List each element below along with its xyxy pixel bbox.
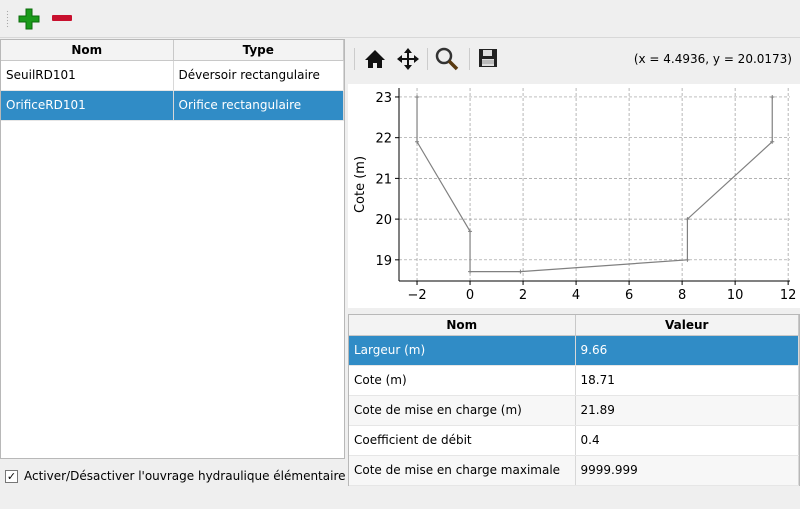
table-row[interactable]: Coefficient de débit 0.4 (349, 425, 799, 456)
coordinates-readout: (x = 4.4936, y = 20.0173) (633, 52, 792, 66)
cell-nom[interactable]: Coefficient de débit (349, 425, 576, 456)
x-tick-label: 10 (727, 288, 744, 303)
data-point (770, 94, 775, 99)
table-row[interactable]: Cote de mise en charge maximale 9999.999 (349, 455, 799, 486)
save-icon[interactable] (478, 48, 498, 68)
home-icon[interactable] (364, 48, 386, 70)
x-tick-label: 0 (466, 288, 474, 303)
y-tick-label: 22 (375, 132, 392, 147)
cell-nom[interactable]: Cote (m) (349, 365, 576, 396)
pan-icon[interactable] (396, 47, 420, 71)
zoom-icon[interactable] (434, 46, 460, 72)
x-tick-label: 4 (572, 288, 580, 303)
cell-valeur[interactable]: 9999.999 (575, 455, 799, 486)
data-point (685, 217, 690, 222)
data-point (468, 229, 473, 234)
table-row[interactable]: Largeur (m) 9.66 (349, 335, 799, 366)
y-tick-label: 23 (375, 91, 392, 106)
cell-nom[interactable]: SeuilRD101 (1, 60, 174, 91)
y-tick-label: 21 (375, 172, 392, 187)
minus-icon[interactable] (52, 15, 72, 21)
column-header-type[interactable]: Type (173, 40, 344, 61)
cell-valeur[interactable]: 18.71 (575, 365, 799, 396)
x-tick-label: −2 (407, 288, 426, 303)
column-header-valeur[interactable]: Valeur (575, 315, 799, 336)
column-header-nom[interactable]: Nom (349, 315, 576, 336)
table-row[interactable]: SeuilRD101 Déversoir rectangulaire (1, 60, 344, 91)
cell-valeur[interactable]: 9.66 (575, 335, 799, 366)
column-header-nom[interactable]: Nom (1, 40, 174, 61)
table-row[interactable]: Cote (m) 18.71 (349, 365, 799, 396)
cell-nom[interactable]: Cote de mise en charge (m) (349, 395, 576, 426)
x-tick-label: 6 (625, 288, 633, 303)
cell-nom[interactable]: Largeur (m) (349, 335, 576, 366)
table-row[interactable]: Cote de mise en charge (m) 21.89 (349, 395, 799, 426)
data-point (685, 257, 690, 262)
separator (469, 48, 470, 70)
data-point (468, 269, 473, 274)
cell-valeur[interactable]: 0.4 (575, 425, 799, 456)
table-row[interactable]: OrificeRD101 Orifice rectangulaire (1, 90, 344, 121)
x-tick-label: 12 (780, 288, 797, 303)
x-tick-label: 8 (678, 288, 686, 303)
x-tick-label: 2 (519, 288, 527, 303)
data-point (770, 139, 775, 144)
y-tick-label: 19 (375, 254, 392, 269)
cell-type[interactable]: Orifice rectangulaire (173, 90, 344, 121)
y-axis-label: Cote (m) (353, 156, 368, 213)
toggle-checkbox[interactable]: ✓ (5, 470, 18, 483)
toggle-label[interactable]: Activer/Désactiver l'ouvrage hydraulique… (24, 469, 346, 483)
cell-nom[interactable]: OrificeRD101 (1, 90, 174, 121)
y-tick-label: 20 (375, 213, 392, 228)
cell-valeur[interactable]: 21.89 (575, 395, 799, 426)
profile-chart[interactable]: −2 0 2 4 6 8 10 12 19 20 21 22 23 Cote (m) (348, 84, 800, 308)
toolbar-grip[interactable] (6, 10, 10, 28)
plot-area[interactable]: −2 0 2 4 6 8 10 12 19 20 21 22 23 Cote (m) (348, 84, 800, 308)
properties-table: Nom Valeur Largeur (m) 9.66 Cote (m) 18.71 Co… (348, 314, 800, 486)
data-point (415, 94, 420, 99)
separator (427, 48, 428, 70)
data-point (518, 269, 523, 274)
separator (354, 48, 355, 70)
main-toolbar (0, 0, 800, 38)
data-point (415, 139, 420, 144)
plus-icon[interactable] (18, 8, 40, 30)
cell-type[interactable]: Déversoir rectangulaire (173, 60, 344, 91)
cell-nom[interactable]: Cote de mise en charge maximale (349, 455, 576, 486)
structures-table: Nom Type SeuilRD101 Déversoir rectangulair… (0, 39, 345, 459)
